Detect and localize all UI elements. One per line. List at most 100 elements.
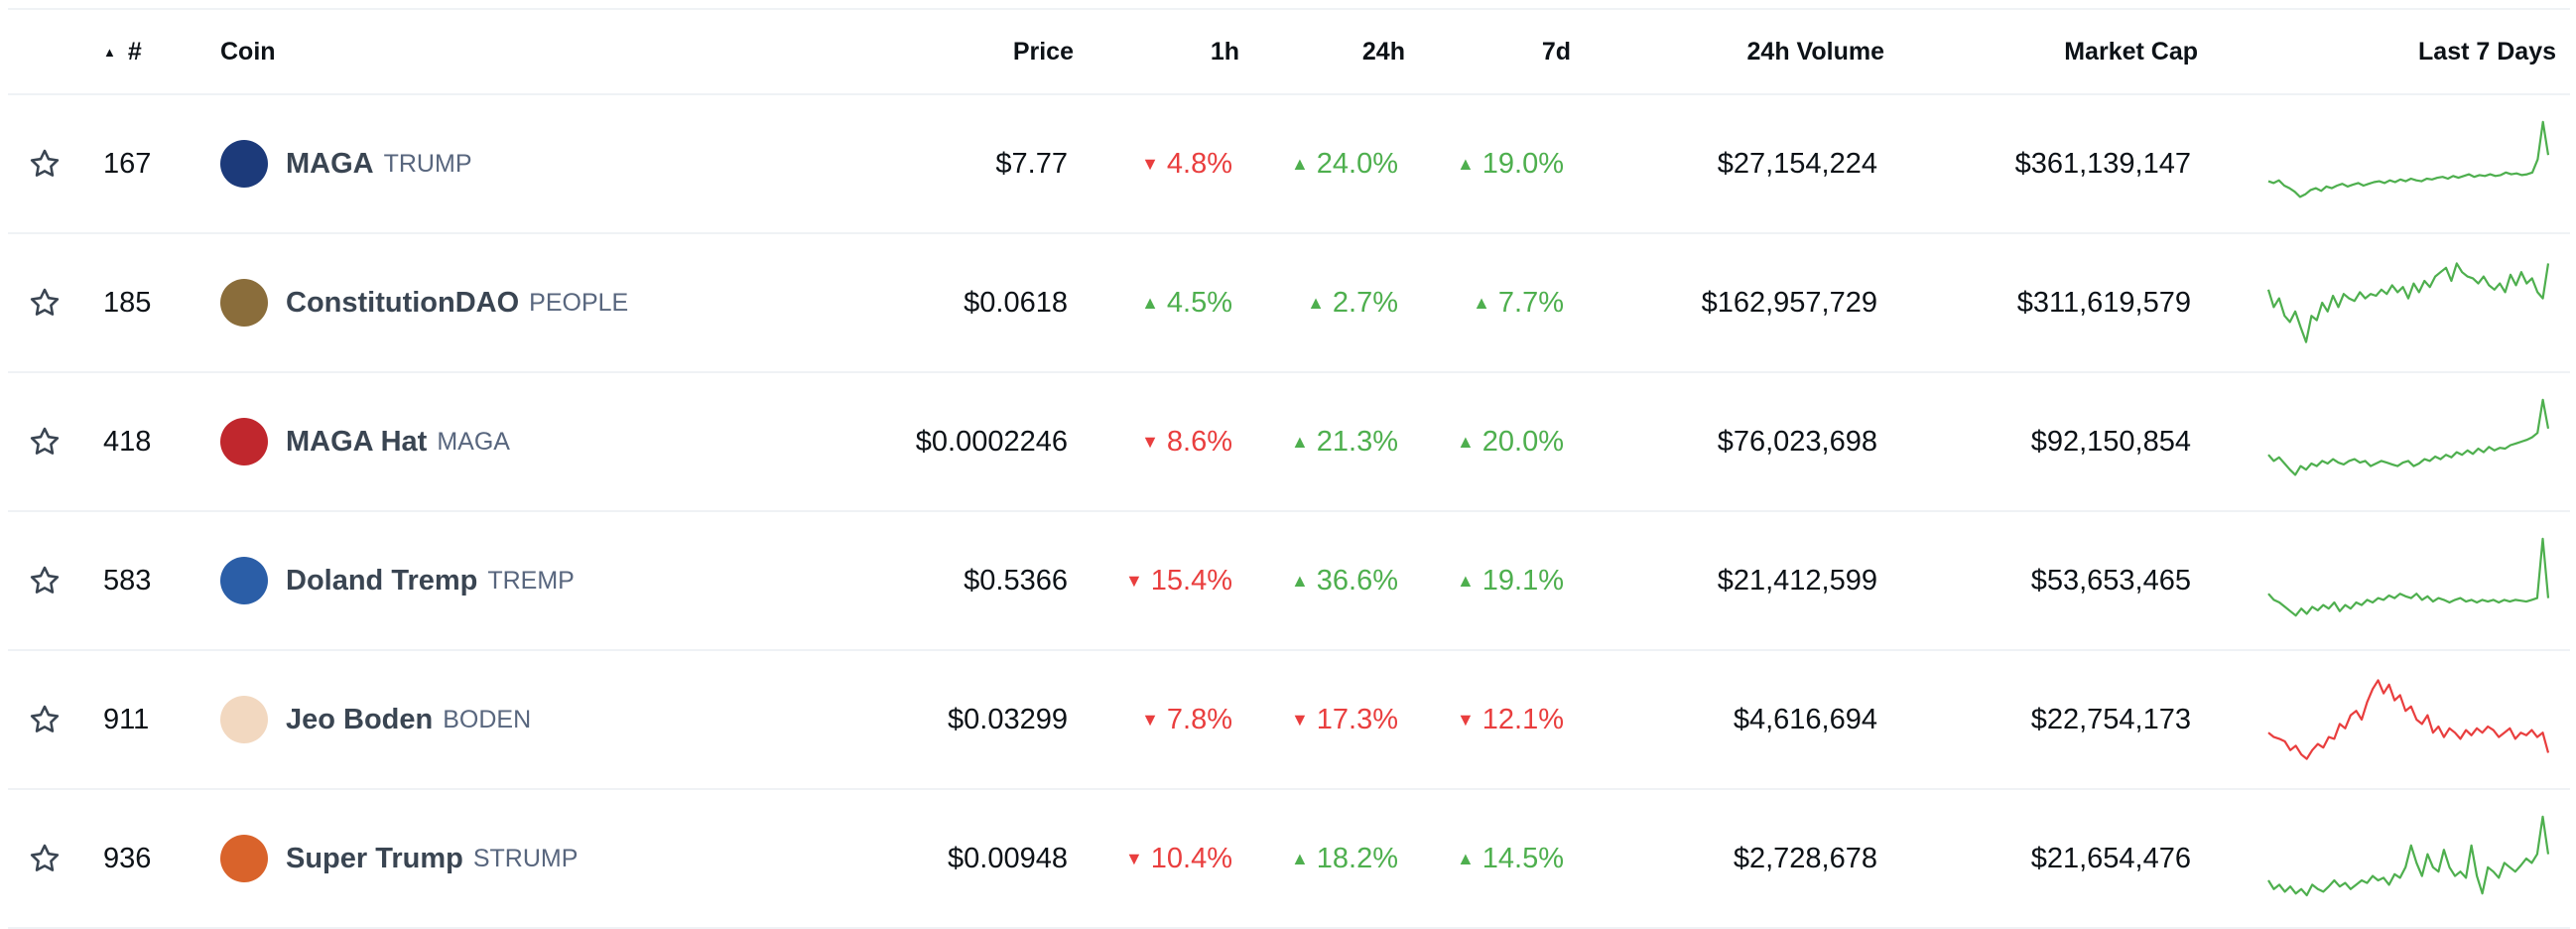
coin-name[interactable]: ConstitutionDAO [286, 286, 520, 319]
sparkline-chart [2264, 790, 2552, 927]
market-cap: $53,653,465 [2030, 564, 2191, 597]
table-header: ▲ # Coin Price 1h 24h 7d 24h Volume Mark… [8, 8, 2570, 95]
market-cap: $361,139,147 [2014, 147, 2191, 180]
price: $0.0002246 [915, 425, 1068, 458]
rank: 583 [103, 564, 152, 597]
coin-cell[interactable]: ConstitutionDAO PEOPLE [220, 234, 865, 371]
rank: 185 [103, 286, 152, 319]
change-24h-header[interactable]: 24h [1361, 37, 1405, 66]
coin-cell[interactable]: MAGA Hat MAGA [220, 373, 865, 510]
coin-cell[interactable]: Jeo Boden BODEN [220, 651, 865, 788]
table-row[interactable]: 185 ConstitutionDAO PEOPLE $0.0618 ▲ 4.5… [8, 234, 2570, 373]
coin-name[interactable]: Super Trump [286, 842, 463, 874]
volume-24h: $4,616,694 [1733, 703, 1877, 735]
change-1h: ▼ 4.8% [1141, 147, 1232, 180]
sparkline-line [2267, 679, 2550, 760]
volume-24h: $162,957,729 [1701, 286, 1877, 319]
coin-cell[interactable]: Super Trump STRUMP [220, 790, 865, 927]
rank-header-label: # [127, 37, 142, 66]
change-7d: ▼ 12.1% [1456, 703, 1564, 735]
change-7d: ▲ 20.0% [1456, 425, 1564, 458]
table-row[interactable]: 936 Super Trump STRUMP $0.00948 ▼ 10.4% … [8, 790, 2570, 929]
arrow-down-icon: ▼ [1456, 709, 1475, 730]
table-row[interactable]: 911 Jeo Boden BODEN $0.03299 ▼ 7.8% ▼ 17… [8, 651, 2570, 790]
sparkline-line [2267, 120, 2550, 199]
coin-symbol: PEOPLE [529, 288, 629, 317]
coin-name[interactable]: MAGA [286, 147, 374, 180]
coin-logo-icon [220, 835, 268, 882]
table-row[interactable]: 583 Doland Tremp TREMP $0.5366 ▼ 15.4% ▲… [8, 512, 2570, 651]
watchlist-star-icon[interactable] [28, 790, 77, 927]
rank: 911 [103, 703, 150, 735]
price: $7.77 [995, 147, 1068, 180]
last-7-days-header: Last 7 Days [2418, 37, 2556, 66]
arrow-down-icon: ▼ [1124, 570, 1143, 591]
change-7d: ▲ 19.1% [1456, 564, 1564, 597]
sparkline-line [2267, 398, 2550, 476]
sparkline-line [2266, 262, 2550, 343]
volume-24h: $2,728,678 [1733, 842, 1877, 874]
coin-cell[interactable]: MAGA TRUMP [220, 95, 865, 232]
change-24h: ▲ 24.0% [1290, 147, 1398, 180]
volume-header[interactable]: 24h Volume [1746, 37, 1884, 66]
coin-cell[interactable]: Doland Tremp TREMP [220, 512, 865, 649]
market-cap: $22,754,173 [2030, 703, 2191, 735]
price: $0.03299 [948, 703, 1068, 735]
coin-name[interactable]: Jeo Boden [286, 703, 434, 735]
coin-table: ▲ # Coin Price 1h 24h 7d 24h Volume Mark… [8, 8, 2570, 929]
market-cap-header[interactable]: Market Cap [2064, 37, 2198, 66]
watchlist-star-icon[interactable] [28, 373, 77, 510]
watchlist-star-icon[interactable] [28, 234, 77, 371]
rank: 167 [103, 147, 152, 180]
market-cap: $311,619,579 [2016, 286, 2191, 319]
arrow-up-icon: ▲ [1290, 153, 1309, 174]
arrow-up-icon: ▲ [1307, 292, 1325, 313]
arrow-up-icon: ▲ [1290, 848, 1309, 868]
change-24h: ▲ 21.3% [1290, 425, 1398, 458]
arrow-down-icon: ▼ [1141, 431, 1159, 452]
coin-symbol: TREMP [487, 566, 575, 595]
rank: 418 [103, 425, 152, 458]
arrow-up-icon: ▲ [1141, 292, 1159, 313]
sparkline-chart [2264, 373, 2552, 510]
arrow-down-icon: ▼ [1290, 709, 1309, 730]
rank-header[interactable]: ▲ # [103, 10, 183, 93]
sparkline-line [2267, 815, 2550, 897]
change-7d: ▲ 14.5% [1456, 842, 1564, 874]
change-7d-header[interactable]: 7d [1541, 37, 1571, 66]
price: $0.5366 [964, 564, 1068, 597]
arrow-up-icon: ▲ [1290, 570, 1309, 591]
table-row[interactable]: 418 MAGA Hat MAGA $0.0002246 ▼ 8.6% ▲ 21… [8, 373, 2570, 512]
coin-symbol: BODEN [443, 705, 532, 733]
coin-name[interactable]: MAGA Hat [286, 425, 428, 458]
arrow-up-icon: ▲ [1290, 431, 1309, 452]
price: $0.00948 [948, 842, 1068, 874]
arrow-up-icon: ▲ [1456, 431, 1475, 452]
coin-logo-icon [220, 557, 268, 604]
coin-header[interactable]: Coin [220, 37, 276, 66]
sparkline-line [2267, 537, 2550, 617]
coin-name[interactable]: Doland Tremp [286, 564, 478, 597]
change-7d: ▲ 7.7% [1473, 286, 1564, 319]
rank: 936 [103, 842, 152, 874]
table-row[interactable]: 167 MAGA TRUMP $7.77 ▼ 4.8% ▲ 24.0% ▲ 19… [8, 95, 2570, 234]
sparkline-chart [2264, 512, 2552, 649]
change-1h: ▼ 8.6% [1141, 425, 1232, 458]
watchlist-star-icon[interactable] [28, 651, 77, 788]
sort-up-icon[interactable]: ▲ [103, 44, 116, 60]
change-24h: ▲ 18.2% [1290, 842, 1398, 874]
watchlist-star-icon[interactable] [28, 95, 77, 232]
coin-symbol: TRUMP [383, 149, 472, 178]
coin-symbol: MAGA [437, 427, 510, 456]
change-7d: ▲ 19.0% [1456, 147, 1564, 180]
watchlist-star-icon[interactable] [28, 512, 77, 649]
coin-logo-icon [220, 696, 268, 743]
arrow-up-icon: ▲ [1456, 848, 1475, 868]
change-1h-header[interactable]: 1h [1210, 37, 1239, 66]
arrow-up-icon: ▲ [1473, 292, 1490, 313]
coin-logo-icon [220, 140, 268, 188]
coin-logo-icon [220, 279, 268, 327]
change-1h: ▼ 10.4% [1124, 842, 1232, 874]
sparkline-chart [2264, 95, 2552, 232]
price-header[interactable]: Price [1012, 37, 1074, 66]
